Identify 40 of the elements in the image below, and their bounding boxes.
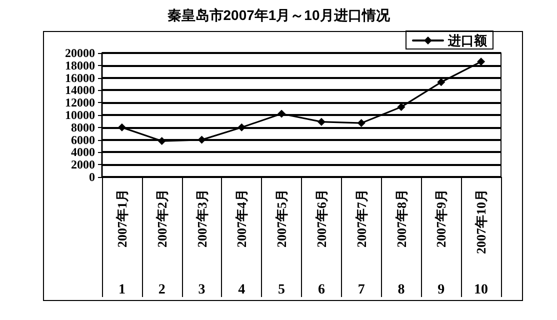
x-tick-label: 2007年5月 [274,189,290,248]
text: 6 [318,282,325,298]
x-tick-label: 2007年1月 [114,189,130,248]
x-tick-label: 2007年4月 [234,189,250,248]
text: 5 [278,282,286,298]
point [118,123,126,132]
text: 10 [474,282,488,298]
y-tick-label: 14000 [65,83,95,98]
text: 4 [238,282,246,298]
y-tick-label: 18000 [65,58,95,72]
x-tick-label: 2007年9月 [434,189,449,248]
text: 1 [118,282,126,298]
point [158,137,166,146]
x-tick-label: 2007年8月 [394,189,409,248]
point [477,58,486,66]
y-tick-label: 2000 [71,158,95,172]
point [278,110,286,118]
y-tick-label: 0 [89,170,95,184]
text: 2 [158,282,166,298]
x-tick-label: 2007年6月 [314,189,329,248]
text: 9 [438,282,445,298]
y-tick-label: 8000 [71,120,95,134]
text: 3 [198,282,206,298]
x-tick-label: 2007年3月 [194,189,210,248]
point [317,118,326,126]
legend-label: 进口额 [447,33,488,48]
x-tick-label: 2007年2月 [154,189,170,248]
y-tick-label: 20000 [65,46,95,60]
point [437,78,446,86]
y-tick-label: 12000 [65,96,95,110]
y-tick-label: 16000 [65,70,95,85]
y-tick-label: 6000 [71,132,95,147]
y-tick-label: 10000 [65,108,95,122]
chart-title: 秦皇岛市2007年1月～10月进口情况 [167,7,391,23]
x-tick-label: 2007年10月 [474,189,489,254]
y-tick-label: 4000 [71,145,95,160]
text: 8 [398,282,405,298]
text: 7 [358,282,365,298]
x-tick-label: 2007年7月 [354,189,369,248]
point [357,119,366,128]
